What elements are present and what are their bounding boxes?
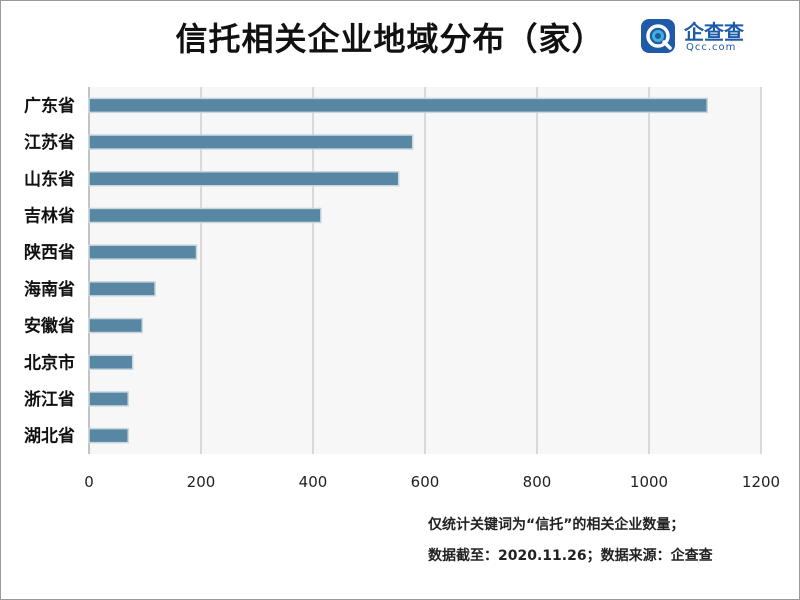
category-label: 北京市 [24,352,75,373]
x-tick-label: 600 [411,473,440,491]
bar-3 [88,171,400,187]
category-label: 江苏省 [24,132,75,153]
category-label: 湖北省 [24,426,75,447]
x-tick-label: 1200 [742,473,780,491]
bar-10 [88,427,129,444]
category-label: 海南省 [24,279,75,300]
bar-7 [88,317,143,334]
logo-sub: Qcc.com [686,42,737,53]
x-tick-label: 1000 [630,473,668,491]
category-label: 山东省 [24,169,75,190]
footnote-source: 数据截至：2020.11.26；数据来源：企查查 [428,548,713,564]
x-tick-label: 0 [84,473,94,491]
bar-1 [88,97,708,114]
bar-2 [88,134,414,150]
logo-name: 企查查 [684,20,744,44]
tick-labels: 0 200 400 600 800 1000 1200 [84,473,780,491]
bar-8 [88,354,134,370]
bar-6 [88,281,156,297]
x-tick-label: 800 [523,473,552,491]
category-label: 陕西省 [24,242,75,263]
category-label: 广东省 [24,95,75,116]
qcc-logo-icon [641,19,675,53]
x-tick-label: 400 [299,473,328,491]
bar-9 [88,391,129,407]
category-label: 安徽省 [24,316,75,337]
category-label: 浙江省 [24,389,75,410]
bar-5 [88,244,198,260]
bars [88,97,708,444]
bar-4 [88,207,322,224]
x-tick-label: 200 [187,473,216,491]
footnote-scope: 仅统计关键词为“信托”的相关企业数量； [428,517,685,533]
category-label: 吉林省 [24,205,75,226]
qcc-logo: 企查查 Qcc.com [640,16,790,58]
chart-title: 信托相关企业地域分布（家） [175,20,605,58]
